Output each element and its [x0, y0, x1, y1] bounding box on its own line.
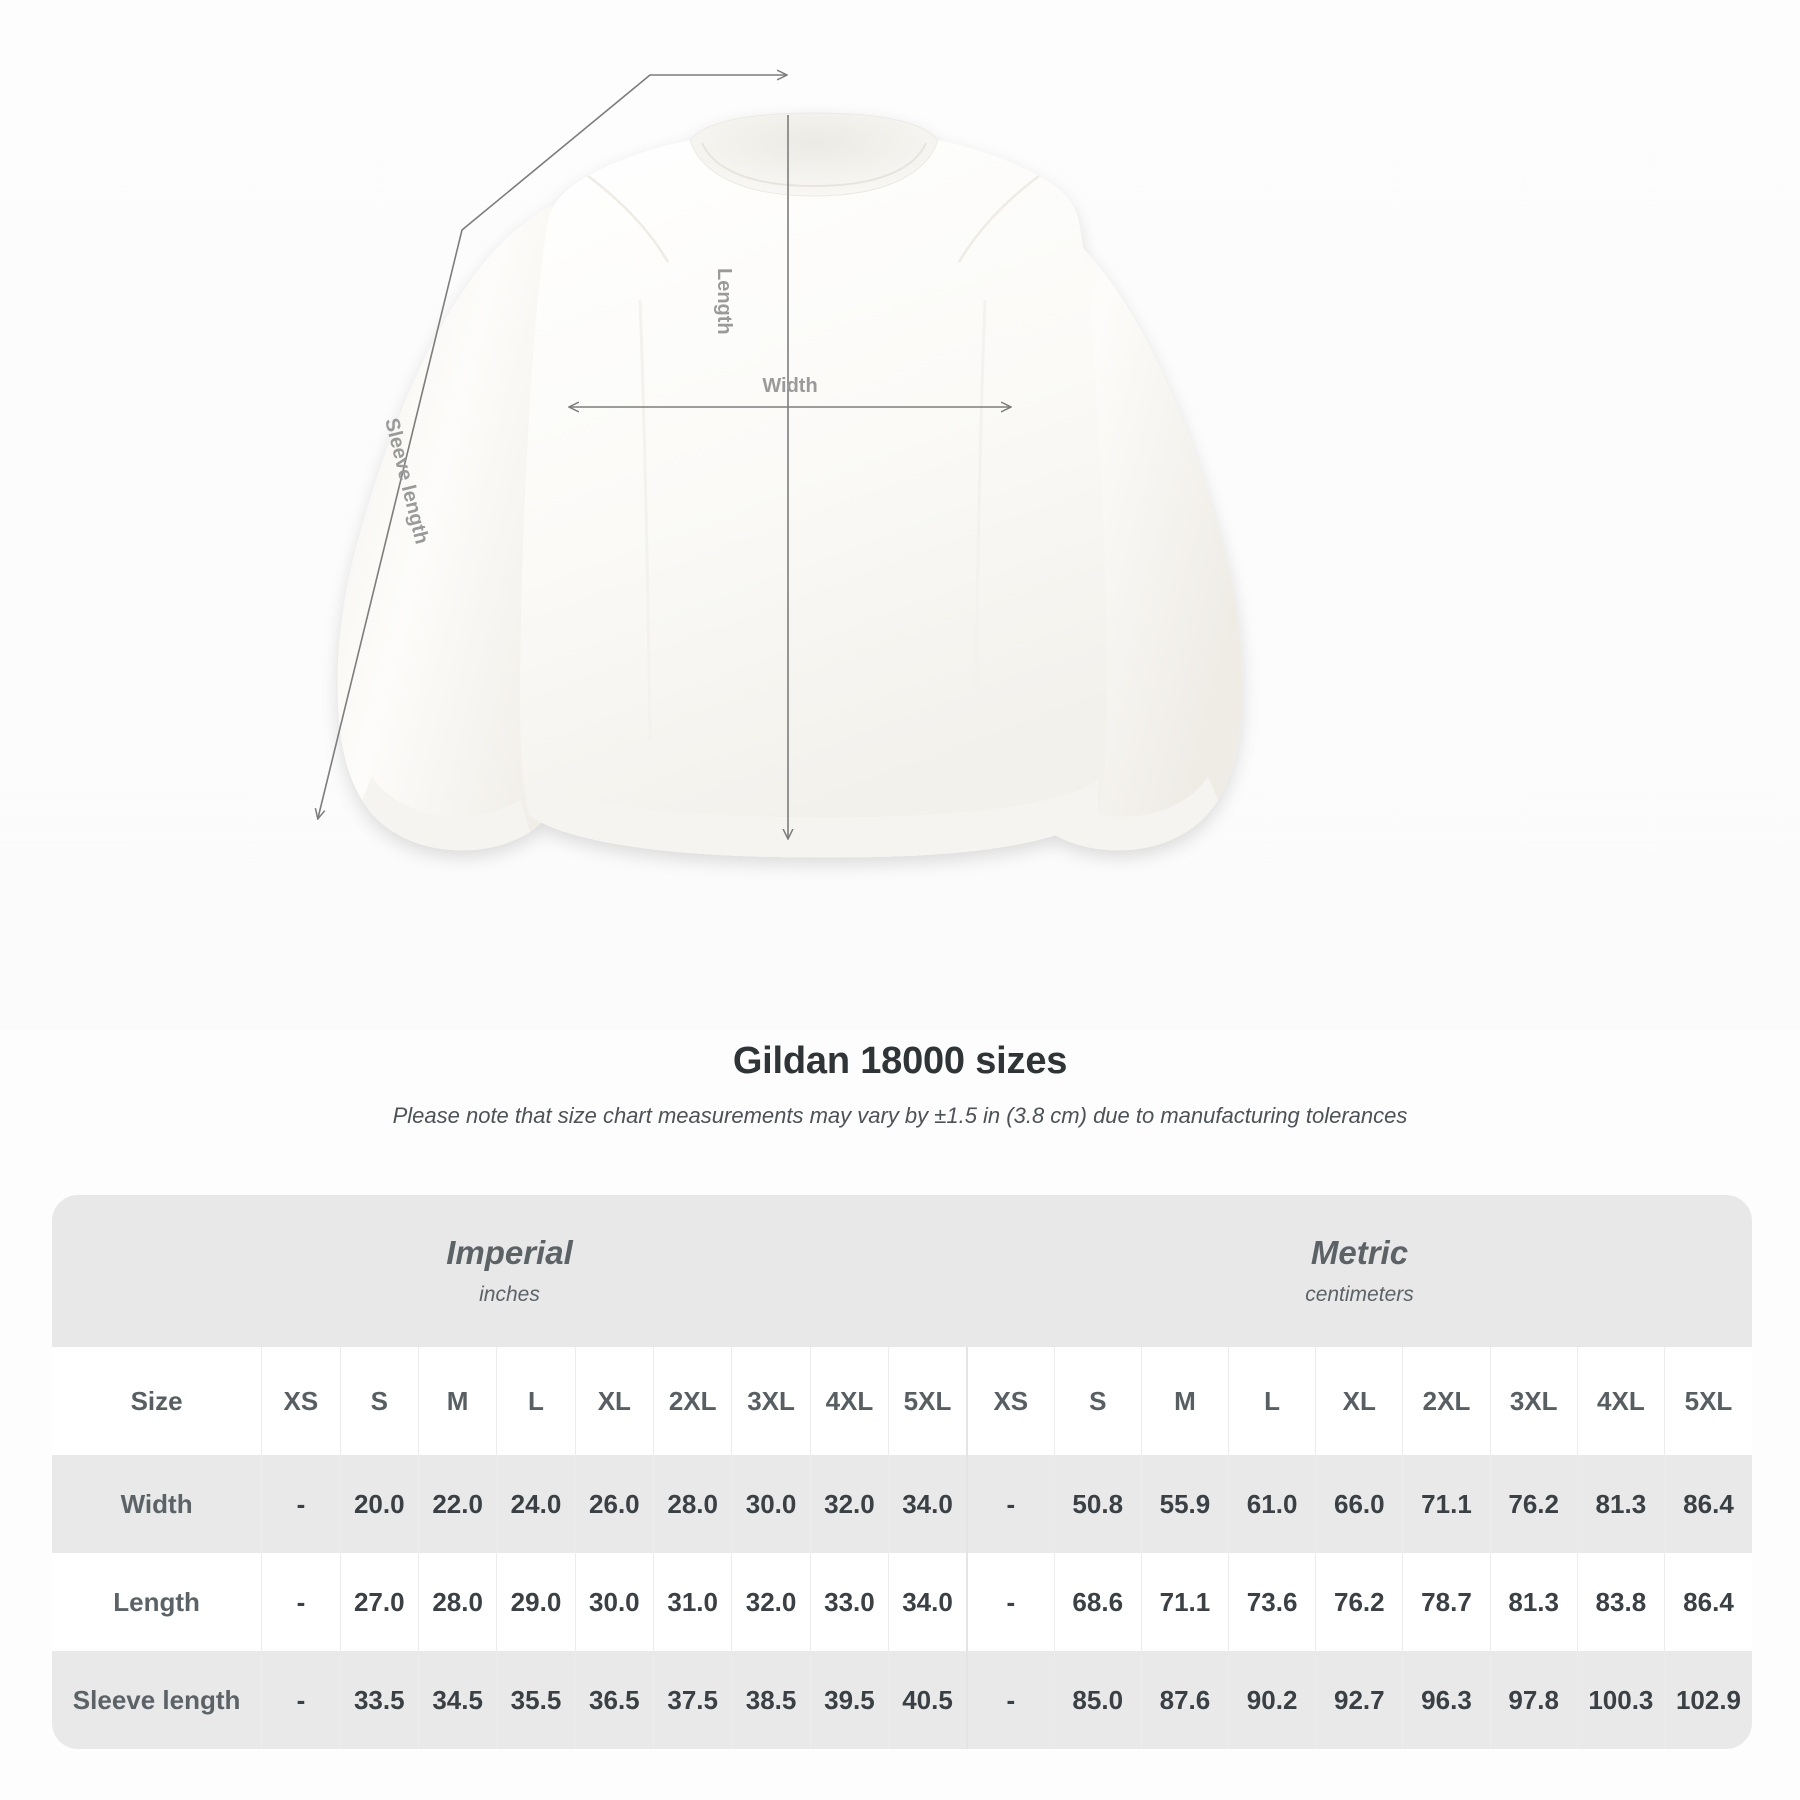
sleeve-imperial-s: 33.5: [339, 1651, 419, 1749]
length-imperial-4xl: 33.0: [809, 1553, 889, 1651]
row-label-width: Width: [52, 1455, 262, 1553]
width-imperial-2xl: 28.0: [653, 1455, 732, 1553]
width-metric-m: 55.9: [1140, 1455, 1229, 1553]
sleeve-metric-l: 90.2: [1228, 1651, 1316, 1749]
header-imperial-l: L: [496, 1347, 576, 1455]
width-label: Width: [762, 375, 817, 397]
sleeve-metric-s: 85.0: [1053, 1651, 1142, 1749]
table-row: Width - 20.0 22.0 24.0 26.0 28.0 30.0 32…: [52, 1455, 1752, 1553]
sleeve-metric-3xl: 97.8: [1489, 1651, 1578, 1749]
header-imperial-4xl: 4XL: [809, 1347, 889, 1455]
row-label-length: Length: [52, 1553, 262, 1651]
imperial-banner-cell: Imperial inches: [52, 1195, 967, 1347]
length-metric-3xl: 81.3: [1489, 1553, 1578, 1651]
header-imperial-xs: XS: [261, 1347, 341, 1455]
header-size-label: Size: [52, 1347, 262, 1455]
metric-unit-name: Metric: [1310, 1233, 1409, 1271]
header-metric-3xl: 3XL: [1489, 1347, 1578, 1455]
length-metric-xl: 76.2: [1315, 1553, 1403, 1651]
width-imperial-4xl: 32.0: [809, 1455, 889, 1553]
sleeve-metric-2xl: 96.3: [1402, 1651, 1491, 1749]
length-metric-4xl: 83.8: [1576, 1553, 1665, 1651]
title-block: Gildan 18000 sizes Please note that size…: [0, 1040, 1800, 1129]
sleeve-metric-m: 87.6: [1140, 1651, 1229, 1749]
width-imperial-m: 22.0: [417, 1455, 497, 1553]
width-metric-2xl: 71.1: [1402, 1455, 1491, 1553]
length-imperial-l: 29.0: [496, 1553, 576, 1651]
length-metric-2xl: 78.7: [1402, 1553, 1491, 1651]
length-metric-l: 73.6: [1228, 1553, 1316, 1651]
sleeve-imperial-3xl: 38.5: [731, 1651, 811, 1749]
sleeve-length-measure-arrow: [318, 75, 786, 818]
length-imperial-xl: 30.0: [574, 1553, 654, 1651]
length-imperial-s: 27.0: [339, 1553, 419, 1651]
imperial-unit-sub: inches: [479, 1283, 540, 1307]
width-imperial-3xl: 30.0: [731, 1455, 811, 1553]
metric-banner-cell: Metric centimeters: [966, 1195, 1752, 1347]
width-imperial-xl: 26.0: [574, 1455, 654, 1553]
tolerance-note: Please note that size chart measurements…: [392, 1103, 1408, 1128]
metric-unit-sub: centimeters: [1305, 1283, 1414, 1307]
header-metric-xl: XL: [1315, 1347, 1403, 1455]
header-metric-5xl: 5XL: [1663, 1347, 1752, 1455]
length-metric-5xl: 86.4: [1663, 1553, 1752, 1651]
sleeve-metric-4xl: 100.3: [1576, 1651, 1665, 1749]
length-metric-s: 68.6: [1053, 1553, 1142, 1651]
header-imperial-s: S: [339, 1347, 419, 1455]
length-metric-m: 71.1: [1140, 1553, 1229, 1651]
width-metric-xl: 66.0: [1315, 1455, 1403, 1553]
width-metric-xs: -: [965, 1455, 1055, 1553]
header-metric-m: M: [1140, 1347, 1229, 1455]
length-imperial-xs: -: [261, 1553, 341, 1651]
header-metric-xs: XS: [965, 1347, 1055, 1455]
header-imperial-5xl: 5XL: [888, 1347, 967, 1455]
length-imperial-5xl: 34.0: [888, 1553, 967, 1651]
sleeve-imperial-4xl: 39.5: [809, 1651, 889, 1749]
size-header-row: Size XS S M L XL 2XL 3XL 4XL 5XL XS S M …: [52, 1347, 1752, 1455]
header-imperial-2xl: 2XL: [653, 1347, 732, 1455]
width-imperial-5xl: 34.0: [888, 1455, 967, 1553]
width-metric-s: 50.8: [1053, 1455, 1142, 1553]
sleeve-imperial-l: 35.5: [496, 1651, 576, 1749]
header-metric-2xl: 2XL: [1402, 1347, 1491, 1455]
width-imperial-xs: -: [261, 1455, 341, 1553]
sleeve-metric-5xl: 102.9: [1663, 1651, 1752, 1749]
length-metric-xs: -: [965, 1553, 1055, 1651]
sleeve-imperial-xs: -: [261, 1651, 341, 1749]
table-row: Length - 27.0 28.0 29.0 30.0 31.0 32.0 3…: [52, 1553, 1752, 1651]
sleeve-imperial-2xl: 37.5: [653, 1651, 732, 1749]
header-imperial-3xl: 3XL: [731, 1347, 811, 1455]
width-metric-5xl: 86.4: [1663, 1455, 1752, 1553]
sleeve-imperial-m: 34.5: [417, 1651, 497, 1749]
table-row: Sleeve length - 33.5 34.5 35.5 36.5 37.5…: [52, 1651, 1752, 1749]
sleeve-imperial-5xl: 40.5: [888, 1651, 967, 1749]
row-label-sleeve-length: Sleeve length: [52, 1651, 262, 1749]
size-chart-table: Imperial inches Metric centimeters Size …: [52, 1195, 1752, 1749]
length-imperial-m: 28.0: [417, 1553, 497, 1651]
sleeve-metric-xl: 92.7: [1315, 1651, 1403, 1749]
sleeve-imperial-xl: 36.5: [574, 1651, 654, 1749]
garment-illustration: Length Width Sleeve length: [0, 0, 1800, 1030]
length-label: Length: [713, 268, 735, 335]
sleeve-metric-xs: -: [965, 1651, 1055, 1749]
sweatshirt-graphic: [337, 112, 1243, 858]
header-imperial-m: M: [417, 1347, 497, 1455]
length-imperial-3xl: 32.0: [731, 1553, 811, 1651]
page-title: Gildan 18000 sizes: [732, 1040, 1068, 1082]
width-metric-3xl: 76.2: [1489, 1455, 1578, 1553]
header-metric-4xl: 4XL: [1576, 1347, 1665, 1455]
header-metric-s: S: [1053, 1347, 1142, 1455]
size-table-wrapper: Imperial inches Metric centimeters Size …: [52, 1195, 1752, 1749]
width-metric-l: 61.0: [1228, 1455, 1316, 1553]
length-imperial-2xl: 31.0: [653, 1553, 732, 1651]
imperial-unit-name: Imperial: [446, 1233, 573, 1271]
width-imperial-l: 24.0: [496, 1455, 576, 1553]
width-imperial-s: 20.0: [339, 1455, 419, 1553]
header-metric-l: L: [1228, 1347, 1316, 1455]
header-imperial-xl: XL: [574, 1347, 654, 1455]
width-metric-4xl: 81.3: [1576, 1455, 1665, 1553]
unit-banner-row: Imperial inches Metric centimeters: [52, 1195, 1752, 1347]
